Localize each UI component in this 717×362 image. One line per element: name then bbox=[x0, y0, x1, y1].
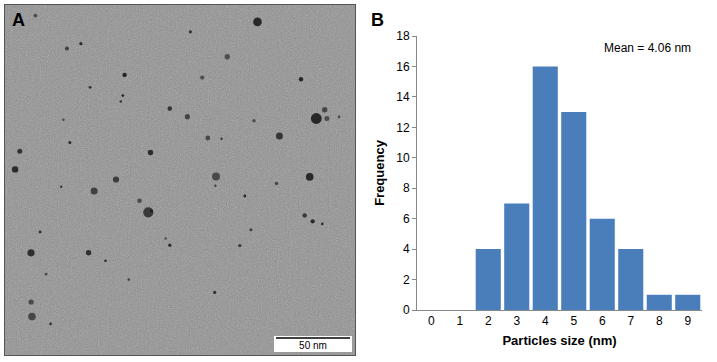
svg-text:0: 0 bbox=[403, 303, 410, 317]
svg-text:9: 9 bbox=[684, 314, 691, 328]
svg-text:Particles size (nm): Particles size (nm) bbox=[502, 333, 616, 348]
svg-text:18: 18 bbox=[396, 29, 410, 43]
svg-text:2: 2 bbox=[485, 314, 492, 328]
svg-text:6: 6 bbox=[403, 212, 410, 226]
svg-text:4: 4 bbox=[403, 242, 410, 256]
svg-text:2: 2 bbox=[403, 273, 410, 287]
svg-text:16: 16 bbox=[396, 60, 410, 74]
svg-text:Mean = 4.06 nm: Mean = 4.06 nm bbox=[604, 41, 691, 55]
svg-text:12: 12 bbox=[396, 121, 410, 135]
svg-text:3: 3 bbox=[513, 314, 520, 328]
svg-text:10: 10 bbox=[396, 151, 410, 165]
svg-text:4: 4 bbox=[542, 314, 549, 328]
svg-text:8: 8 bbox=[656, 314, 663, 328]
svg-text:5: 5 bbox=[570, 314, 577, 328]
svg-text:6: 6 bbox=[599, 314, 606, 328]
svg-text:1: 1 bbox=[456, 314, 463, 328]
svg-text:7: 7 bbox=[627, 314, 634, 328]
svg-text:50 nm: 50 nm bbox=[299, 340, 327, 351]
svg-text:B: B bbox=[371, 10, 384, 30]
svg-text:A: A bbox=[12, 10, 25, 30]
svg-text:0: 0 bbox=[428, 314, 435, 328]
svg-text:14: 14 bbox=[396, 90, 410, 104]
svg-text:Frequency: Frequency bbox=[372, 139, 387, 206]
svg-text:8: 8 bbox=[403, 181, 410, 195]
